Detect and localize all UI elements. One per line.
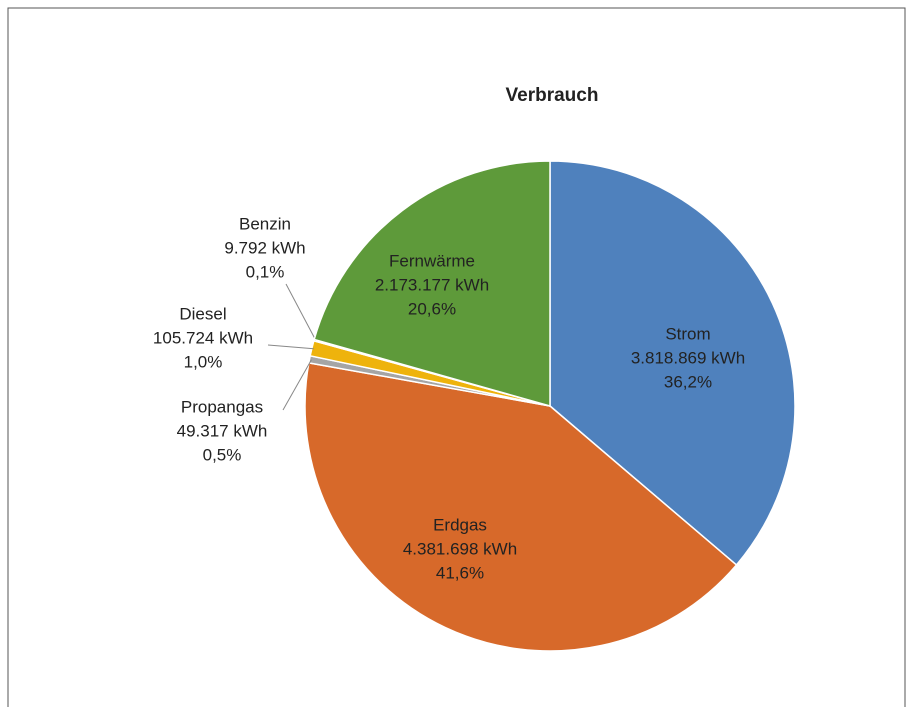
slice-label: 4.381.698 kWh <box>403 539 517 558</box>
slice-label: Fernwärme <box>389 251 475 270</box>
pie-slice <box>313 160 551 407</box>
leader-line <box>282 359 312 411</box>
slice-label: Strom <box>665 324 710 343</box>
leader-line <box>285 283 317 341</box>
slice-label: 105.724 kWh <box>153 328 253 347</box>
leader-line <box>267 344 314 350</box>
slice-label: 2.173.177 kWh <box>375 275 489 294</box>
slice-label: 20,6% <box>408 299 456 318</box>
slice-label: 49.317 kWh <box>177 421 268 440</box>
slice-label: 36,2% <box>664 372 712 391</box>
slice-label: Propangas <box>181 397 263 416</box>
slice-label: 9.792 kWh <box>224 238 305 257</box>
slice-label: 41,6% <box>436 563 484 582</box>
slice-label: 0,1% <box>246 262 285 281</box>
pie-slice <box>549 160 796 567</box>
slice-label: Erdgas <box>433 515 487 534</box>
pie-slice <box>304 362 738 652</box>
slice-label: 0,5% <box>203 445 242 464</box>
slice-label: Benzin <box>239 214 291 233</box>
slice-label: 1,0% <box>184 352 223 371</box>
slice-label: 3.818.869 kWh <box>631 348 745 367</box>
chart-title: Verbrauch <box>506 85 599 106</box>
slice-label: Diesel <box>179 304 226 323</box>
